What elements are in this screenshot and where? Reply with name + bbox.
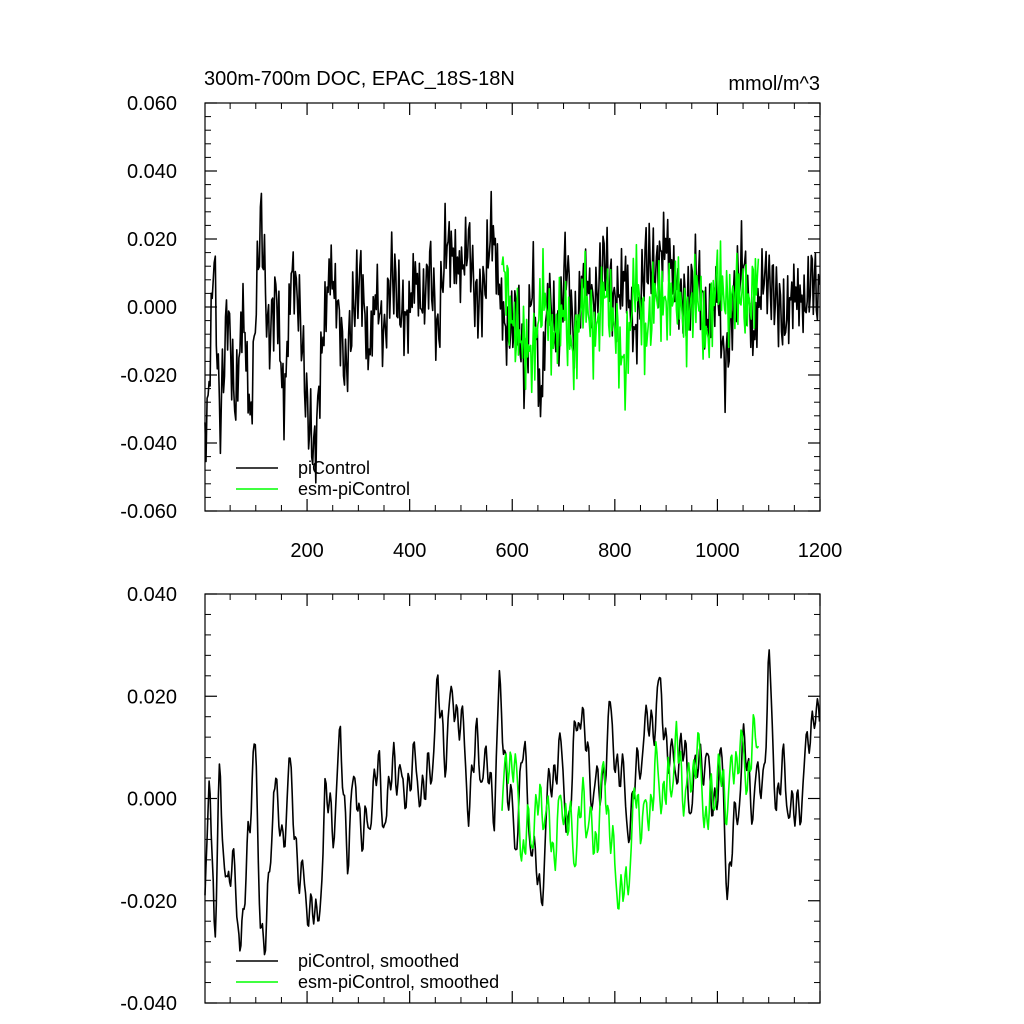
figure-units: mmol/m^3	[728, 73, 820, 95]
series-line-esm-picontrol	[501, 240, 760, 411]
y-tick-label: -0.020	[120, 365, 177, 387]
y-tick-label: -0.060	[120, 501, 177, 523]
y-tick-label: 0.020	[127, 229, 177, 251]
y-tick-label: 0.040	[127, 161, 177, 183]
y-tick-label: -0.020	[120, 891, 177, 913]
y-tick-label: 0.000	[127, 789, 177, 811]
x-tick-label: 400	[393, 540, 426, 562]
legend-label: piControl	[298, 458, 370, 478]
legend-label: esm-piControl	[298, 479, 410, 499]
x-tick-label: 200	[290, 540, 323, 562]
top-chart: 0.060 0.040 0.020 0.000 -0.020 -0.040 -0.060 20…	[120, 93, 842, 562]
series-line-esm-picontrol	[501, 714, 760, 910]
series-line-picontrol	[204, 649, 821, 956]
y-tick-label: 0.060	[127, 93, 177, 115]
y-tick-label: -0.040	[120, 993, 177, 1015]
series-line-picontrol	[204, 190, 821, 484]
bottom-chart: 0.040 0.020 0.000 -0.020 -0.040 piControl, sm…	[120, 584, 821, 1015]
x-tick-label: 1000	[695, 540, 740, 562]
x-tick-label: 800	[598, 540, 631, 562]
legend-label: esm-piControl, smoothed	[298, 972, 499, 992]
x-tick-label: 1200	[798, 540, 843, 562]
y-tick-label: 0.040	[127, 584, 177, 606]
y-tick-label: 0.000	[127, 297, 177, 319]
figure-title: 300m-700m DOC, EPAC_18S-18N	[204, 68, 515, 90]
x-tick-label: 600	[496, 540, 529, 562]
legend-label: piControl, smoothed	[298, 951, 459, 971]
y-tick-label: 0.020	[127, 686, 177, 708]
y-tick-label: -0.040	[120, 433, 177, 455]
